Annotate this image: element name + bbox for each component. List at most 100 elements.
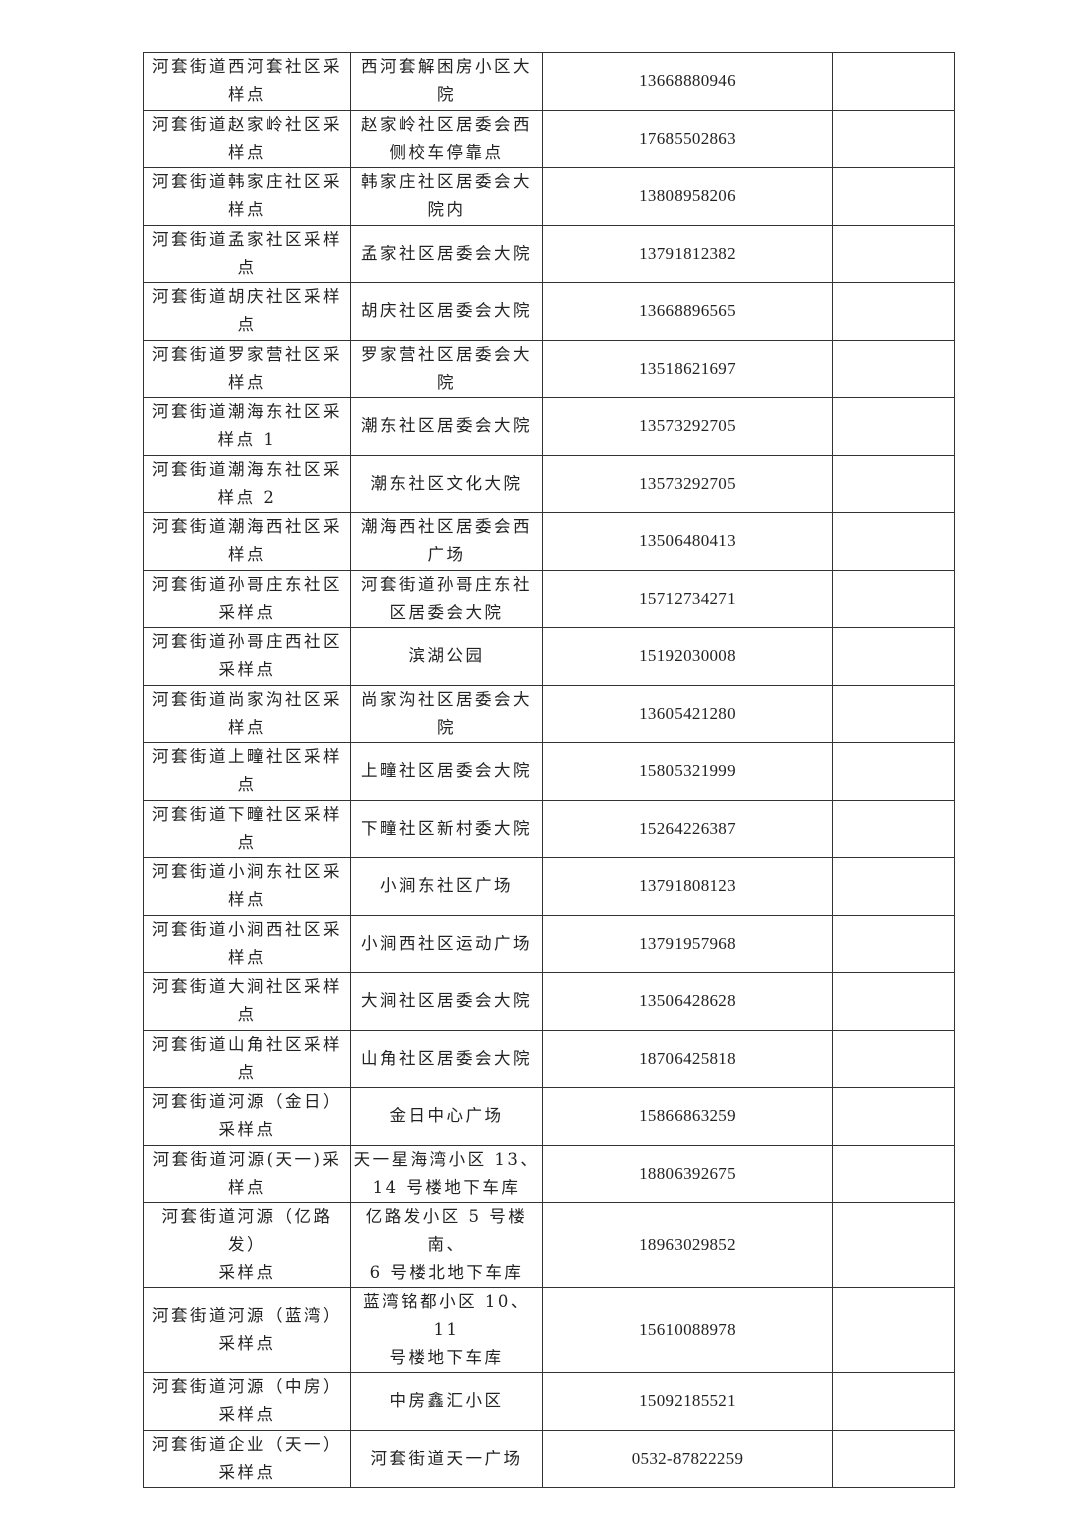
site-name-cell: 河套街道赵家岭社区采 样点: [143, 109, 351, 168]
location-cell: 金日中心广场: [350, 1087, 543, 1146]
location-cell: 下疃社区新村委大院: [350, 799, 543, 858]
phone-cell: 13506480413: [542, 512, 833, 571]
location-cell: 潮海西社区居委会西 广场: [350, 512, 543, 571]
phone-cell: 13791812382: [542, 224, 833, 283]
location-cell: 蓝湾铭都小区 10、11 号楼地下车库: [350, 1287, 543, 1373]
sampling-sites-table: 河套街道西河套社区采 样点 西河套解困房小区大 院 13668880946 河套街道赵…: [143, 52, 955, 1488]
note-cell: [832, 224, 955, 283]
table-row: 河套街道赵家岭社区采 样点 赵家岭社区居委会西 侧校车停靠点 17685502863: [143, 109, 955, 168]
phone-cell: 18806392675: [542, 1144, 833, 1203]
phone-cell: 13573292705: [542, 397, 833, 456]
site-name-cell: 河套街道韩家庄社区采 样点: [143, 167, 351, 226]
site-name-cell: 河套街道上疃社区采样 点: [143, 742, 351, 801]
location-cell: 胡庆社区居委会大院: [350, 282, 543, 341]
table-row: 河套街道下疃社区采样 点下疃社区新村委大院 15264226387: [143, 799, 955, 858]
note-cell: [832, 1087, 955, 1146]
phone-cell: 15092185521: [542, 1372, 833, 1431]
location-cell: 小涧西社区运动广场: [350, 914, 543, 973]
phone-cell: 13808958206: [542, 167, 833, 226]
note-cell: [832, 397, 955, 456]
site-name-cell: 河套街道大涧社区采样 点: [143, 972, 351, 1031]
site-name-cell: 河套街道孟家社区采样 点: [143, 224, 351, 283]
location-cell: 大涧社区居委会大院: [350, 972, 543, 1031]
table-row: 河套街道胡庆社区采样 点胡庆社区居委会大院 13668896565: [143, 282, 955, 341]
phone-cell: 13518621697: [542, 339, 833, 398]
location-cell: 孟家社区居委会大院: [350, 224, 543, 283]
site-name-cell: 河套街道河源（蓝湾） 采样点: [143, 1287, 351, 1373]
location-cell: 小涧东社区广场: [350, 857, 543, 916]
note-cell: [832, 799, 955, 858]
note-cell: [832, 454, 955, 513]
phone-cell: 17685502863: [542, 109, 833, 168]
note-cell: [832, 1372, 955, 1431]
phone-cell: 15610088978: [542, 1287, 833, 1373]
table-row: 河套街道河源（中房） 采样点 中房鑫汇小区 15092185521: [143, 1372, 955, 1431]
site-name-cell: 河套街道河源（中房） 采样点: [143, 1372, 351, 1431]
note-cell: [832, 627, 955, 686]
location-cell: 河套街道天一广场: [350, 1429, 543, 1488]
table-row: 河套街道孙哥庄东社区 采样点 河套街道孙哥庄东社 区居委会大院 1571273427…: [143, 569, 955, 628]
phone-cell: 15192030008: [542, 627, 833, 686]
note-cell: [832, 52, 955, 111]
phone-cell: 15866863259: [542, 1087, 833, 1146]
phone-cell: 15264226387: [542, 799, 833, 858]
location-cell: 天一星海湾小区 13、 14 号楼地下车库: [350, 1144, 543, 1203]
note-cell: [832, 1429, 955, 1488]
location-cell: 亿路发小区 5 号楼南、 6 号楼北地下车库: [350, 1202, 543, 1288]
table-row: 河套街道山角社区采样 点山角社区居委会大院 18706425818: [143, 1029, 955, 1088]
location-cell: 西河套解困房小区大 院: [350, 52, 543, 111]
table-row: 河套街道河源(天一)采 样点 天一星海湾小区 13、 14 号楼地下车库 18806…: [143, 1144, 955, 1203]
site-name-cell: 河套街道孙哥庄东社区 采样点: [143, 569, 351, 628]
note-cell: [832, 1029, 955, 1088]
location-cell: 尚家沟社区居委会大 院: [350, 684, 543, 743]
phone-cell: 13605421280: [542, 684, 833, 743]
phone-cell: 13668880946: [542, 52, 833, 111]
site-name-cell: 河套街道孙哥庄西社区 采样点: [143, 627, 351, 686]
phone-cell: 13791957968: [542, 914, 833, 973]
note-cell: [832, 1202, 955, 1288]
note-cell: [832, 167, 955, 226]
phone-cell: 18706425818: [542, 1029, 833, 1088]
phone-cell: 15805321999: [542, 742, 833, 801]
table-row: 河套街道企业（天一） 采样点 河套街道天一广场 0532-87822259: [143, 1429, 955, 1488]
site-name-cell: 河套街道潮海东社区采 样点 2: [143, 454, 351, 513]
phone-cell: 13668896565: [542, 282, 833, 341]
location-cell: 山角社区居委会大院: [350, 1029, 543, 1088]
location-cell: 中房鑫汇小区: [350, 1372, 543, 1431]
site-name-cell: 河套街道河源（亿路发） 采样点: [143, 1202, 351, 1288]
table-row: 河套街道河源（亿路发） 采样点 亿路发小区 5 号楼南、 6 号楼北地下车库 189…: [143, 1202, 955, 1288]
site-name-cell: 河套街道下疃社区采样 点: [143, 799, 351, 858]
note-cell: [832, 569, 955, 628]
site-name-cell: 河套街道企业（天一） 采样点: [143, 1429, 351, 1488]
site-name-cell: 河套街道西河套社区采 样点: [143, 52, 351, 111]
site-name-cell: 河套街道潮海西社区采 样点: [143, 512, 351, 571]
table-row: 河套街道大涧社区采样 点大涧社区居委会大院 13506428628: [143, 972, 955, 1031]
table-row: 河套街道河源（蓝湾） 采样点 蓝湾铭都小区 10、11 号楼地下车库 1561008…: [143, 1287, 955, 1373]
table-row: 河套街道上疃社区采样 点上疃社区居委会大院 15805321999: [143, 742, 955, 801]
site-name-cell: 河套街道潮海东社区采 样点 1: [143, 397, 351, 456]
note-cell: [832, 1144, 955, 1203]
phone-cell: 18963029852: [542, 1202, 833, 1288]
table-row: 河套街道潮海西社区采 样点 潮海西社区居委会西 广场 13506480413: [143, 512, 955, 571]
site-name-cell: 河套街道罗家营社区采 样点: [143, 339, 351, 398]
location-cell: 罗家营社区居委会大 院: [350, 339, 543, 398]
table-row: 河套街道罗家营社区采 样点 罗家营社区居委会大 院 13518621697: [143, 339, 955, 398]
phone-cell: 13506428628: [542, 972, 833, 1031]
note-cell: [832, 109, 955, 168]
site-name-cell: 河套街道小涧东社区采 样点: [143, 857, 351, 916]
table-row: 河套街道潮海东社区采 样点 1 潮东社区居委会大院 13573292705: [143, 397, 955, 456]
table-body: 河套街道西河套社区采 样点 西河套解困房小区大 院 13668880946 河套街道赵…: [143, 52, 955, 1488]
location-cell: 河套街道孙哥庄东社 区居委会大院: [350, 569, 543, 628]
table-row: 河套街道河源（金日） 采样点 金日中心广场 15866863259: [143, 1087, 955, 1146]
table-row: 河套街道孙哥庄西社区 采样点 滨湖公园 15192030008: [143, 627, 955, 686]
note-cell: [832, 914, 955, 973]
location-cell: 潮东社区文化大院: [350, 454, 543, 513]
note-cell: [832, 684, 955, 743]
site-name-cell: 河套街道小涧西社区采 样点: [143, 914, 351, 973]
phone-cell: 0532-87822259: [542, 1429, 833, 1488]
table-row: 河套街道小涧西社区采 样点 小涧西社区运动广场 13791957968: [143, 914, 955, 973]
note-cell: [832, 339, 955, 398]
table-row: 河套街道潮海东社区采 样点 2 潮东社区文化大院 13573292705: [143, 454, 955, 513]
site-name-cell: 河套街道河源(天一)采 样点: [143, 1144, 351, 1203]
table-row: 河套街道韩家庄社区采 样点 韩家庄社区居委会大 院内 13808958206: [143, 167, 955, 226]
